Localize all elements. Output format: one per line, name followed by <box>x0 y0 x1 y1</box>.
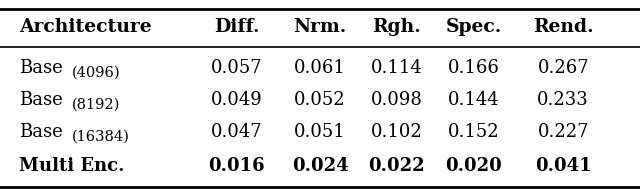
Text: 0.102: 0.102 <box>371 123 422 141</box>
Text: 0.061: 0.061 <box>294 59 346 77</box>
Text: 0.144: 0.144 <box>448 91 499 109</box>
Text: 0.057: 0.057 <box>211 59 262 77</box>
Text: 0.233: 0.233 <box>538 91 589 109</box>
Text: 0.022: 0.022 <box>369 157 425 175</box>
Text: 0.020: 0.020 <box>445 157 502 175</box>
Text: Architecture: Architecture <box>19 18 152 36</box>
Text: Base: Base <box>19 59 63 77</box>
Text: 0.041: 0.041 <box>535 157 591 175</box>
Text: (16384): (16384) <box>72 130 129 144</box>
Text: 0.114: 0.114 <box>371 59 422 77</box>
Text: 0.047: 0.047 <box>211 123 262 141</box>
Text: (4096): (4096) <box>72 66 120 80</box>
Text: 0.152: 0.152 <box>448 123 499 141</box>
Text: 0.052: 0.052 <box>294 91 346 109</box>
Text: 0.049: 0.049 <box>211 91 262 109</box>
Text: Spec.: Spec. <box>445 18 502 36</box>
Text: Multi Enc.: Multi Enc. <box>19 157 125 175</box>
Text: Rend.: Rend. <box>533 18 593 36</box>
Text: Base: Base <box>19 91 63 109</box>
Text: 0.024: 0.024 <box>292 157 348 175</box>
Text: Diff.: Diff. <box>214 18 260 36</box>
Text: Base: Base <box>19 123 63 141</box>
Text: (8192): (8192) <box>72 98 120 112</box>
Text: 0.098: 0.098 <box>371 91 423 109</box>
Text: 0.016: 0.016 <box>209 157 265 175</box>
Text: Nrm.: Nrm. <box>293 18 347 36</box>
Text: 0.267: 0.267 <box>538 59 589 77</box>
Text: 0.166: 0.166 <box>447 59 500 77</box>
Text: Rgh.: Rgh. <box>372 18 421 36</box>
Text: 0.051: 0.051 <box>294 123 346 141</box>
Text: 0.227: 0.227 <box>538 123 589 141</box>
